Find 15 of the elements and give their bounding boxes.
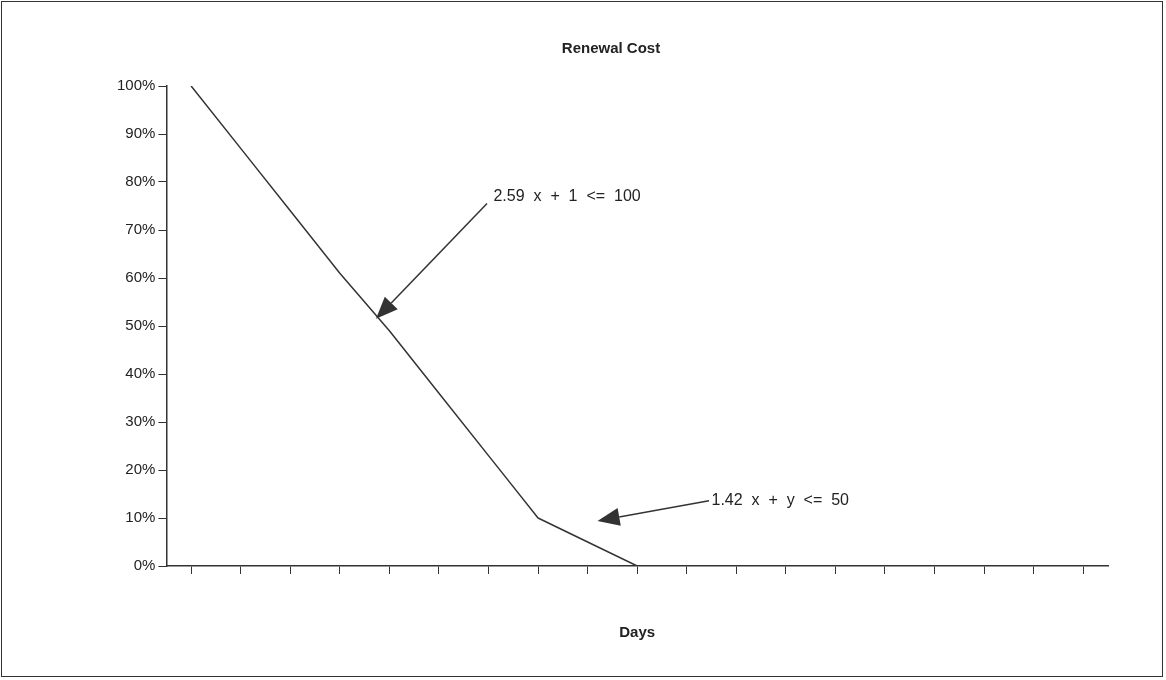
x-axis-title: Days (619, 623, 656, 641)
y-tick-label: 20% (125, 460, 156, 478)
y-tick-label: 90% (125, 124, 156, 142)
y-tick-label: 40% (125, 364, 156, 382)
annotation: 2.59 x + 1 <= 100 (493, 186, 641, 204)
y-tick-label: 10% (125, 508, 156, 526)
y-tick-label: 80% (125, 172, 156, 190)
chart-title: Renewal Cost (561, 39, 661, 57)
y-tick-label: 100% (116, 76, 156, 94)
y-tick-label: 50% (125, 316, 156, 334)
y-tick-label: 0% (133, 556, 156, 574)
y-tick-label: 60% (125, 268, 156, 286)
annotation: 1.42 x + y <= 50 (711, 491, 850, 509)
y-tick-label: 30% (125, 412, 156, 430)
y-tick-label: 70% (125, 220, 156, 238)
